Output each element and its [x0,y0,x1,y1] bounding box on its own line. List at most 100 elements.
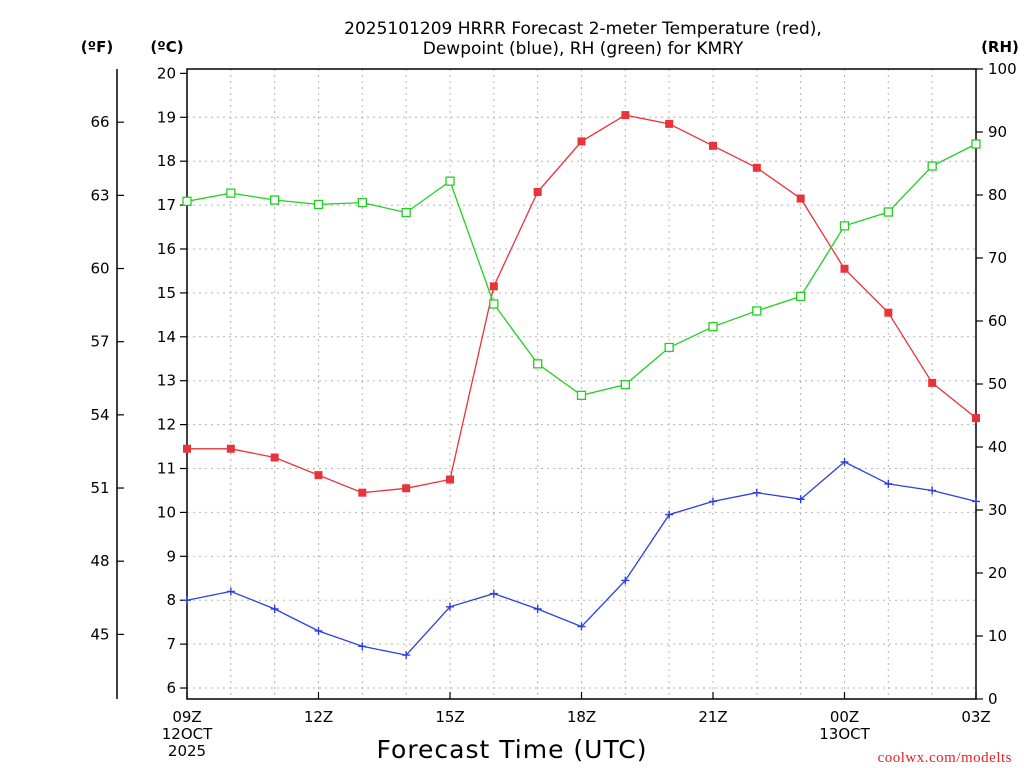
dewpoint-point [402,651,411,660]
2-meter-temperature-point [665,119,674,128]
fahrenheit-tick-label: 63 [90,186,109,204]
dewpoint-point [533,605,542,613]
celsius-tick-label: 8 [166,591,176,609]
rh-tick-label: 90 [988,123,1007,141]
x-tick-label: 12Z [304,708,333,726]
celsius-tick-label: 20 [157,64,176,82]
chart-title-line-2: Dewpoint (blue), RH (green) for KMRY [423,39,744,59]
rh-point [883,207,893,217]
2-meter-temperature-point [270,453,279,462]
rh-tick-label: 60 [988,312,1007,330]
x-tick-label: 12OCT [162,725,213,743]
celsius-tick-label: 10 [157,503,176,521]
2-meter-temperature-point [796,194,805,203]
2-meter-temperature-point [972,414,980,423]
2-meter-temperature-point [402,484,411,493]
2-meter-temperature-point [533,187,542,196]
celsius-tick-label: 7 [166,635,176,653]
dewpoint-point [752,488,761,497]
dewpoint-point [884,479,893,488]
dewpoint-point [665,510,674,519]
fahrenheit-tick-label: 66 [90,113,109,131]
x-tick-label: 2025 [168,742,206,760]
celsius-tick-label: 9 [166,547,176,565]
rh-tick-label: 50 [988,375,1007,393]
celsius-unit-label: (ºC) [150,38,183,56]
x-tick-label: 00Z [830,708,859,726]
rh-point [401,207,411,218]
2-meter-temperature-point [489,282,498,291]
rh-point [313,199,324,210]
2-meter-temperature-point [884,308,893,317]
chart-title-line-1: 2025101209 HRRR Forecast 2-meter Tempera… [344,19,822,39]
fahrenheit-tick-label: 48 [90,552,109,570]
celsius-tick-label: 19 [157,108,176,126]
dewpoint-point [489,589,498,598]
dewpoint-point [270,605,279,613]
rh-tick-label: 80 [988,186,1007,204]
fahrenheit-tick-label: 60 [90,260,109,278]
2-meter-temperature-point [840,264,849,273]
fahrenheit-tick-label: 57 [90,333,109,351]
rh-point [839,221,850,231]
2-meter-temperature-point [226,444,235,453]
2-meter-temperature-point [621,111,630,120]
rh-point [927,161,937,171]
rh-tick-label: 20 [988,564,1007,582]
rh-point [708,322,718,332]
2-meter-temperature-point [928,378,937,387]
2-meter-temperature-point [183,444,191,453]
2-meter-temperature-point [446,475,454,484]
dewpoint-point [840,457,849,466]
rh-point [357,197,367,208]
rh-point [752,306,762,316]
x-tick-label: 13OCT [819,725,870,743]
rh-point [226,188,236,198]
fahrenheit-unit-label: (ºF) [81,38,113,56]
rh-point [270,195,280,205]
x-tick-label: 09Z [172,708,201,726]
axis-ticks: 6 7 8 9 10 11 12 13 14 15 16 17 18 19 20 45 48 51 54 57 60 63… [90,60,1016,760]
grid-lines [187,69,976,699]
dewpoint-point [621,576,630,585]
rh-point [664,342,674,353]
celsius-tick-label: 14 [157,328,176,346]
dewpoint-point [314,626,323,635]
celsius-tick-label: 12 [157,416,176,434]
rh-point [489,299,499,309]
rh-point [576,390,587,400]
dewpoint-point [446,602,454,611]
rh-tick-label: 10 [988,627,1007,645]
2-meter-temperature-point [709,141,717,150]
celsius-tick-label: 15 [157,284,176,302]
rh-point [445,176,455,186]
dewpoint-point [709,497,717,506]
celsius-tick-label: 17 [157,196,176,214]
rh-point [182,196,192,206]
rh-point [796,291,806,302]
2-meter-temperature-point [752,163,761,172]
2-meter-temperature-point [314,471,323,480]
x-tick-label: 15Z [435,708,464,726]
celsius-tick-label: 6 [166,679,176,697]
celsius-tick-label: 16 [157,240,176,258]
fahrenheit-tick-label: 45 [90,625,109,643]
rh-tick-label: 70 [988,249,1007,267]
rh-point [971,139,981,149]
rh-point [620,379,630,390]
rh-tick-label: 30 [988,501,1007,519]
x-tick-label: 18Z [567,708,596,726]
2-meter-temperature-point [358,488,367,497]
fahrenheit-tick-label: 51 [90,479,109,497]
dewpoint-point [928,486,937,495]
celsius-tick-label: 13 [157,372,176,390]
dewpoint-point [796,495,805,504]
rh-unit-label: (RH) [981,38,1019,56]
celsius-tick-label: 18 [157,152,176,170]
x-axis-title: Forecast Time (UTC) [377,735,648,764]
dewpoint-point [226,587,235,596]
rh-point [533,359,543,369]
rh-tick-label: 40 [988,438,1007,456]
fahrenheit-tick-label: 54 [90,406,109,424]
